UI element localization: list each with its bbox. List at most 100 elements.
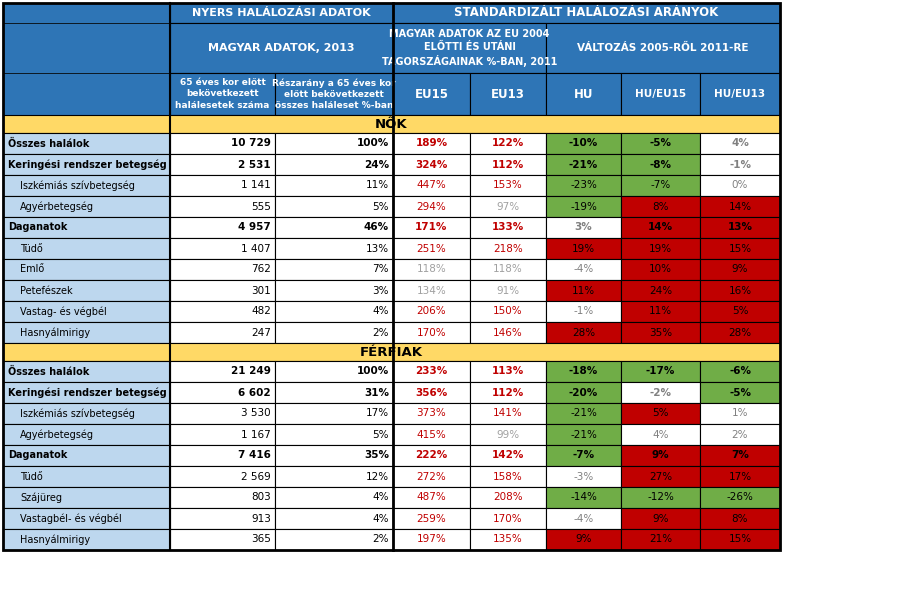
Text: 21%: 21% [649,534,672,545]
Text: 118%: 118% [416,265,447,274]
Bar [621,445,700,466]
Bar [700,529,780,550]
Text: -1%: -1% [729,160,751,169]
Bar [170,3,393,23]
Bar [546,217,621,238]
Bar [275,403,393,424]
Bar [393,301,470,322]
Text: -3%: -3% [574,472,594,482]
Text: -5%: -5% [729,388,751,397]
Text: 1 141: 1 141 [242,180,271,191]
Bar [546,403,621,424]
Text: 482: 482 [251,306,271,317]
Bar [470,238,546,259]
Bar [470,154,546,175]
Text: 153%: 153% [493,180,522,191]
Bar [170,259,275,280]
Bar [700,403,780,424]
Text: Hasnyálmirigy: Hasnyálmirigy [20,327,90,338]
Text: 17%: 17% [728,472,751,482]
Bar [3,133,170,154]
Bar [393,73,470,115]
Bar [170,445,275,466]
Bar [700,133,780,154]
Bar [3,3,780,550]
Text: Szájüreg: Szájüreg [20,492,62,503]
Text: 27%: 27% [649,472,672,482]
Bar [546,280,621,301]
Text: EU13: EU13 [491,87,525,101]
Bar [621,217,700,238]
Text: 365: 365 [251,534,271,545]
Text: 15%: 15% [728,534,751,545]
Text: 324%: 324% [415,160,447,169]
Text: -18%: -18% [569,367,598,376]
Text: 555: 555 [251,201,271,212]
Bar [393,382,470,403]
Bar [275,280,393,301]
Bar [275,217,393,238]
Bar [3,196,170,217]
Bar [275,466,393,487]
Bar [170,508,275,529]
Text: 10 729: 10 729 [231,139,271,148]
Text: VÁLTOZÁS 2005-RŐL 2011-RE: VÁLTOZÁS 2005-RŐL 2011-RE [577,43,748,53]
Text: 762: 762 [251,265,271,274]
Text: Tüdő: Tüdő [20,244,43,253]
Text: -5%: -5% [650,139,672,148]
Text: 4 957: 4 957 [238,223,271,233]
Bar [546,259,621,280]
Text: 2%: 2% [372,534,389,545]
Bar [546,196,621,217]
Text: 135%: 135% [493,534,522,545]
Text: 3%: 3% [575,223,592,233]
Bar [3,445,170,466]
Text: 171%: 171% [415,223,447,233]
Text: 272%: 272% [416,472,447,482]
Text: 19%: 19% [572,244,595,253]
Bar [393,238,470,259]
Text: 100%: 100% [357,367,389,376]
Bar [621,196,700,217]
Bar [700,280,780,301]
Bar [3,301,170,322]
Bar [700,175,780,196]
Bar [393,403,470,424]
Bar [700,154,780,175]
Bar [621,403,700,424]
Text: 3 530: 3 530 [242,408,271,418]
Bar [700,322,780,343]
Bar [470,508,546,529]
Bar [393,487,470,508]
Bar [393,424,470,445]
Bar [3,23,170,73]
Bar [3,508,170,529]
Text: 4%: 4% [731,139,749,148]
Text: Keringési rendszer betegség: Keringési rendszer betegség [8,159,167,170]
Text: 9%: 9% [652,514,669,523]
Bar [170,466,275,487]
Text: -20%: -20% [569,388,598,397]
Text: 447%: 447% [416,180,447,191]
Bar [470,361,546,382]
Text: 134%: 134% [416,285,447,295]
Bar [546,73,621,115]
Text: Emlő: Emlő [20,265,44,274]
Bar [621,133,700,154]
Bar [170,424,275,445]
Text: 208%: 208% [493,493,522,502]
Text: 112%: 112% [492,160,524,169]
Bar [546,154,621,175]
Text: HU/EU13: HU/EU13 [715,89,766,99]
Text: -23%: -23% [570,180,597,191]
Text: 5%: 5% [372,429,389,440]
Text: 11%: 11% [649,306,672,317]
Bar [393,175,470,196]
Text: 91%: 91% [497,285,520,295]
Bar [621,73,700,115]
Text: Daganatok: Daganatok [8,223,68,233]
Bar [3,343,780,361]
Text: 4%: 4% [372,514,389,523]
Text: 222%: 222% [415,450,447,461]
Text: HU/EU15: HU/EU15 [635,89,686,99]
